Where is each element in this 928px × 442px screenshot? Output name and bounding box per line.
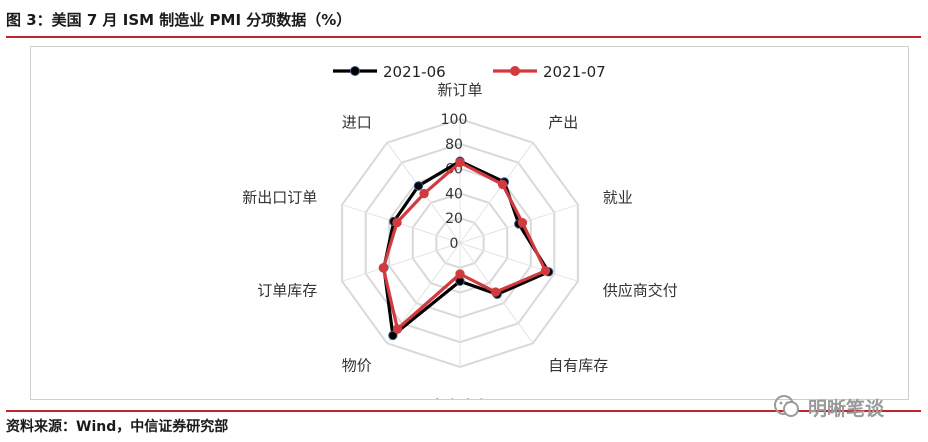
legend-label: 2021-07 <box>543 63 606 81</box>
series-point <box>517 218 528 228</box>
series-point <box>419 188 429 199</box>
series-point <box>413 181 424 191</box>
tick-label: 100 <box>441 112 468 128</box>
legend-swatch-marker <box>510 66 520 76</box>
wechat-icon <box>774 395 799 417</box>
legend: 2021-06 2021-07 <box>333 63 606 81</box>
legend-label: 2021-06 <box>383 63 446 81</box>
tick-label: 0 <box>450 236 459 252</box>
series-point <box>392 217 402 228</box>
title-divider <box>6 36 921 38</box>
series-point <box>540 266 551 276</box>
series-point <box>455 157 465 168</box>
axis-label: 新出口订单 <box>242 189 317 207</box>
axis-label: 就业 <box>603 189 633 207</box>
source-divider <box>6 410 921 412</box>
grid-spoke <box>459 142 534 244</box>
grid-spoke <box>341 242 461 282</box>
axis-labels: 新订单产出就业供应商交付自有库存客户库存 物价 订单库存 新出口订单 进口 <box>242 81 677 399</box>
series-line <box>381 160 548 331</box>
axis-label: 新订单 <box>437 81 482 99</box>
axis-label: 供应商交付 <box>603 281 678 299</box>
series-point <box>378 263 388 273</box>
series-layer <box>378 156 554 341</box>
tick-label: 80 <box>445 137 463 153</box>
series-line <box>382 159 551 337</box>
axis-label: 自有库存 <box>548 356 608 374</box>
series-point <box>455 269 465 279</box>
watermark-text: 明晰笔谈 <box>808 397 885 420</box>
axis-label: 进口 <box>342 114 372 132</box>
axis-label: 客户库存 <box>430 397 490 399</box>
axis-label: 产出 <box>548 114 578 132</box>
series-point <box>388 330 398 341</box>
axis-label: 物价 <box>342 356 372 374</box>
series-point <box>490 287 501 297</box>
watermark: 明晰笔谈 <box>772 392 884 422</box>
figure-title: 图 3：美国 7 月 ISM 制造业 PMI 分项数据（%） <box>6 11 352 29</box>
axis-label: 订单库存 <box>257 281 317 299</box>
tick-label: 20 <box>445 211 463 227</box>
source-note: 资料来源：Wind，中信证券研究部 <box>6 419 229 435</box>
grid-spoke <box>459 242 579 282</box>
chart-frame: 2021-06 2021-07 0 20 40 60 80 100 新订单 产出 就业 供应商交付… <box>30 46 909 400</box>
series-point <box>392 324 403 334</box>
series-point <box>497 179 508 190</box>
tick-label: 40 <box>445 186 463 202</box>
legend-swatch-marker <box>350 66 360 76</box>
